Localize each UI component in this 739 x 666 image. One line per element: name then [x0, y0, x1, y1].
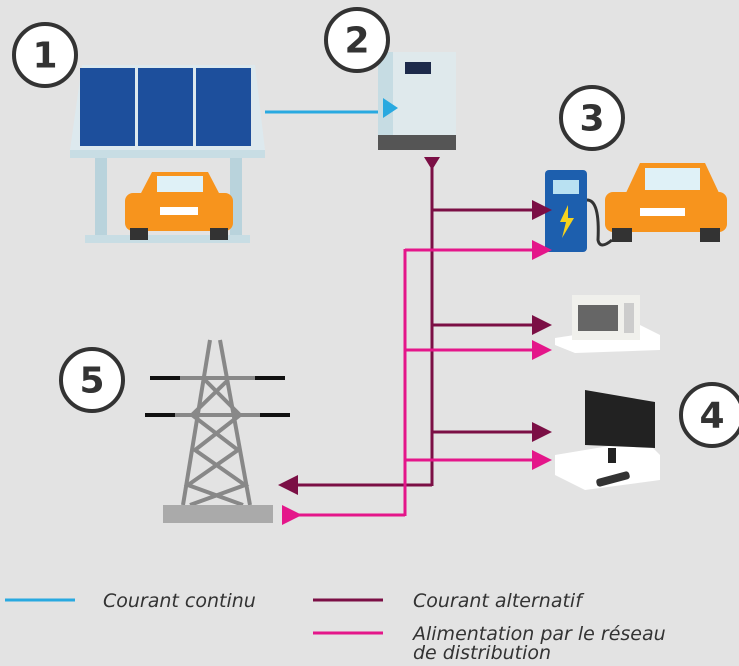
- badge-number: 5: [79, 361, 104, 402]
- badge-number: 4: [699, 396, 724, 437]
- legend-label: de distribution: [413, 642, 551, 664]
- diagram: 12345 Courant continuCourant alternatifA…: [0, 0, 739, 666]
- legend-label: Courant continu: [103, 590, 256, 612]
- badge-number: 1: [32, 36, 57, 77]
- inverter: [378, 52, 456, 150]
- badge-number: 3: [579, 99, 604, 140]
- solar-carport: [70, 65, 265, 243]
- badge-number: 2: [344, 21, 369, 62]
- legend-label: Courant alternatif: [413, 590, 585, 612]
